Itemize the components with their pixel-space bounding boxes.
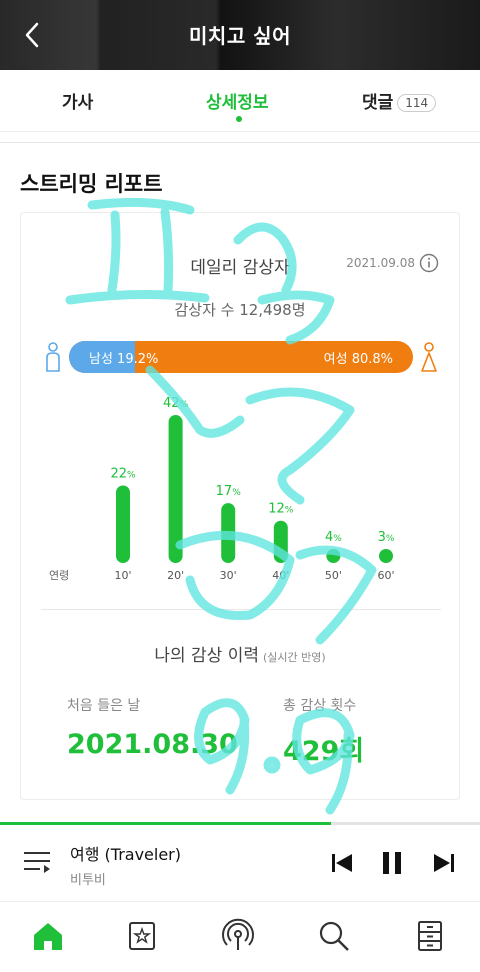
age-bar-value-5: 3% [378, 530, 395, 545]
male-ratio-fill [69, 341, 136, 373]
male-icon [46, 342, 60, 372]
home-icon[interactable] [30, 918, 66, 954]
playlist-icon[interactable] [22, 849, 52, 875]
tab-details-label: 상세정보 [206, 93, 269, 113]
age-bar-value-4: 4% [325, 530, 342, 545]
age-bar-value-1: 42% [163, 396, 189, 411]
age-distribution-chart: 연령 22% 10' 42% 20' 17% 30' 12% 40' 4% 50' 3% 60' [49, 396, 395, 582]
tab-bar: 가사 상세정보 댓글 114 [0, 70, 480, 132]
next-icon[interactable] [430, 849, 458, 877]
age-bar-4 [326, 548, 341, 563]
music-library-icon[interactable] [124, 918, 160, 954]
age-bar-value-2: 17% [216, 484, 242, 499]
section-title: 스트리밍 리포트 [20, 172, 163, 196]
listener-count: 감상자 수 12,498명 [174, 301, 306, 319]
now-playing-artist: 비투비 [70, 873, 106, 888]
female-ratio-label: 여성 80.8% [323, 352, 393, 367]
chevron-left-icon[interactable] [18, 20, 48, 50]
gender-ratio-bar: 남성 19.2% 여성 80.8% [69, 341, 413, 373]
previous-icon[interactable] [328, 849, 356, 877]
tab-details[interactable]: 상세정보 [206, 88, 269, 122]
age-bar-1 [168, 415, 183, 563]
pause-icon[interactable] [378, 849, 406, 877]
age-tick-1: 20' [167, 569, 184, 582]
female-icon [421, 342, 437, 372]
total-plays-value: 429회 [283, 736, 365, 767]
age-bar-3 [273, 520, 288, 563]
header-background [0, 0, 480, 70]
divider [0, 142, 480, 143]
age-tick-4: 50' [325, 569, 342, 582]
mini-player[interactable]: 여행 (Traveler) 비투비 [0, 825, 480, 901]
podcast-icon[interactable] [220, 918, 256, 954]
age-tick-2: 30' [220, 569, 237, 582]
age-bar-5 [379, 549, 393, 563]
total-plays-label: 총 감상 횟수 [283, 698, 357, 714]
playback-progress-fill [0, 822, 332, 825]
listening-history-title: 나의 감상 이력 (실시간 반영) [21, 641, 459, 666]
search-icon[interactable] [316, 918, 352, 954]
age-tick-0: 10' [114, 569, 131, 582]
app-header: 미치고 싶어 [0, 0, 480, 70]
page-title: 미치고 싶어 [189, 24, 291, 48]
streaming-report-card: 데일리 감상자 2021.09.08 감상자 수 12,498명 남성 19.2… [20, 212, 460, 800]
now-playing-title: 여행 (Traveler) [70, 845, 181, 864]
playback-progress[interactable] [0, 822, 480, 825]
comment-count-badge: 114 [397, 94, 437, 112]
age-bar-2 [221, 503, 236, 563]
bottom-navigation [0, 901, 480, 972]
age-tick-3: 40' [272, 569, 289, 582]
first-listen-label: 처음 들은 날 [67, 698, 141, 714]
drawer-icon[interactable] [412, 918, 448, 954]
info-icon[interactable] [419, 253, 439, 273]
active-tab-indicator [236, 116, 242, 122]
tab-comments[interactable]: 댓글 114 [362, 88, 437, 113]
male-ratio-label: 남성 19.2% [89, 352, 159, 367]
age-tick-5: 60' [377, 569, 394, 582]
card-divider [41, 609, 441, 610]
report-date: 2021.09.08 [346, 256, 415, 270]
age-axis-label: 연령 [49, 569, 69, 582]
history-title-text: 나의 감상 이력 [154, 646, 259, 666]
tab-lyrics-label: 가사 [62, 93, 94, 113]
age-bar-value-0: 22% [110, 466, 136, 481]
age-bar-value-3: 12% [268, 502, 294, 517]
first-listen-date: 2021.08.30 [67, 729, 238, 760]
history-subtitle: (실시간 반영) [262, 651, 326, 664]
tab-comments-label: 댓글 [362, 93, 394, 113]
tab-lyrics[interactable]: 가사 [62, 88, 93, 113]
age-bar-0 [116, 485, 130, 563]
